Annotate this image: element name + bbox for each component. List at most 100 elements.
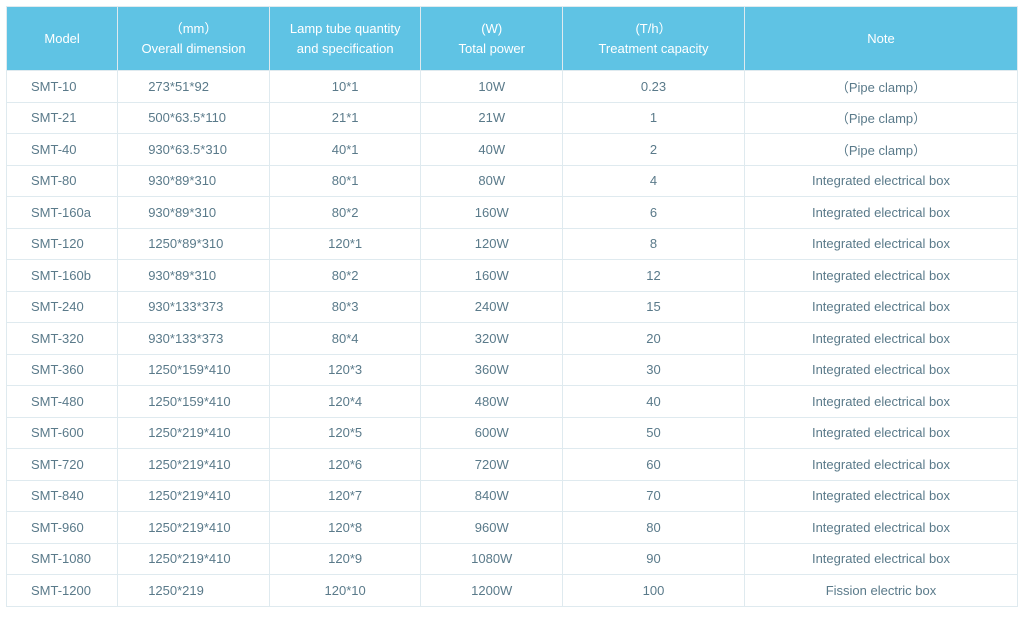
cell: 120*9 xyxy=(269,543,421,575)
cell: 21*1 xyxy=(269,102,421,134)
cell: SMT-120 xyxy=(7,228,118,260)
cell: 80*2 xyxy=(269,260,421,292)
cell: SMT-240 xyxy=(7,291,118,323)
cell: 20 xyxy=(563,323,745,355)
cell: Integrated electrical box xyxy=(744,260,1017,292)
table-row: SMT-240930*133*37380*3240W15Integrated e… xyxy=(7,291,1018,323)
cell: 1250*159*410 xyxy=(118,354,270,386)
cell: （Pipe clamp） xyxy=(744,102,1017,134)
cell: SMT-840 xyxy=(7,480,118,512)
cell: 100 xyxy=(563,575,745,607)
cell: 80*4 xyxy=(269,323,421,355)
table-row: SMT-3601250*159*410120*3360W30Integrated… xyxy=(7,354,1018,386)
cell: 160W xyxy=(421,197,563,229)
cell: SMT-360 xyxy=(7,354,118,386)
table-row: SMT-12001250*219120*101200W100Fission el… xyxy=(7,575,1018,607)
cell: 21W xyxy=(421,102,563,134)
col-header-line1: （mm） xyxy=(170,21,218,36)
cell: 600W xyxy=(421,417,563,449)
cell: 60 xyxy=(563,449,745,481)
cell: SMT-1200 xyxy=(7,575,118,607)
col-header-line2: and specification xyxy=(297,41,394,56)
table-row: SMT-320930*133*37380*4320W20Integrated e… xyxy=(7,323,1018,355)
cell: 930*133*373 xyxy=(118,323,270,355)
table-row: SMT-10801250*219*410120*91080W90Integrat… xyxy=(7,543,1018,575)
cell: 4 xyxy=(563,165,745,197)
cell: 1250*219*410 xyxy=(118,543,270,575)
col-header-line2: Total power xyxy=(459,41,525,56)
cell: 1250*219*410 xyxy=(118,417,270,449)
cell: 120*1 xyxy=(269,228,421,260)
cell: 320W xyxy=(421,323,563,355)
cell: 930*89*310 xyxy=(118,165,270,197)
cell: 40*1 xyxy=(269,134,421,166)
cell: 720W xyxy=(421,449,563,481)
cell: 1200W xyxy=(421,575,563,607)
cell: Integrated electrical box xyxy=(744,386,1017,418)
cell: Integrated electrical box xyxy=(744,543,1017,575)
cell: SMT-80 xyxy=(7,165,118,197)
cell: 120*3 xyxy=(269,354,421,386)
col-header-0: Model xyxy=(7,7,118,71)
table-row: SMT-9601250*219*410120*8960W80Integrated… xyxy=(7,512,1018,544)
cell: 930*89*310 xyxy=(118,197,270,229)
col-header-line2: Model xyxy=(44,31,79,46)
cell: 80*1 xyxy=(269,165,421,197)
cell: 1250*219*410 xyxy=(118,512,270,544)
cell: 30 xyxy=(563,354,745,386)
table-row: SMT-7201250*219*410120*6720W60Integrated… xyxy=(7,449,1018,481)
cell: 40W xyxy=(421,134,563,166)
cell: 12 xyxy=(563,260,745,292)
cell: SMT-21 xyxy=(7,102,118,134)
cell: 10*1 xyxy=(269,71,421,103)
cell: SMT-160a xyxy=(7,197,118,229)
table-row: SMT-40930*63.5*31040*140W2（Pipe clamp） xyxy=(7,134,1018,166)
col-header-line2: Overall dimension xyxy=(142,41,246,56)
cell: SMT-160b xyxy=(7,260,118,292)
cell: 120*10 xyxy=(269,575,421,607)
cell: 1250*219 xyxy=(118,575,270,607)
cell: 1080W xyxy=(421,543,563,575)
cell: 273*51*92 xyxy=(118,71,270,103)
cell: 930*63.5*310 xyxy=(118,134,270,166)
cell: 120W xyxy=(421,228,563,260)
cell: （Pipe clamp） xyxy=(744,134,1017,166)
cell: 80W xyxy=(421,165,563,197)
col-header-line2: Treatment capacity xyxy=(598,41,708,56)
cell: SMT-10 xyxy=(7,71,118,103)
spec-table: Model（mm）Overall dimensionLamp tube quan… xyxy=(6,6,1018,607)
table-row: SMT-21500*63.5*11021*121W1（Pipe clamp） xyxy=(7,102,1018,134)
cell: Integrated electrical box xyxy=(744,323,1017,355)
cell: SMT-960 xyxy=(7,512,118,544)
cell: 40 xyxy=(563,386,745,418)
cell: 1250*219*410 xyxy=(118,480,270,512)
cell: Integrated electrical box xyxy=(744,165,1017,197)
cell: 80 xyxy=(563,512,745,544)
table-row: SMT-4801250*159*410120*4480W40Integrated… xyxy=(7,386,1018,418)
cell: 50 xyxy=(563,417,745,449)
table-row: SMT-6001250*219*410120*5600W50Integrated… xyxy=(7,417,1018,449)
cell: 930*89*310 xyxy=(118,260,270,292)
cell: 80*3 xyxy=(269,291,421,323)
table-row: SMT-80930*89*31080*180W4Integrated elect… xyxy=(7,165,1018,197)
table-header-row: Model（mm）Overall dimensionLamp tube quan… xyxy=(7,7,1018,71)
cell: 500*63.5*110 xyxy=(118,102,270,134)
cell: 1 xyxy=(563,102,745,134)
cell: SMT-720 xyxy=(7,449,118,481)
cell: SMT-480 xyxy=(7,386,118,418)
cell: Integrated electrical box xyxy=(744,449,1017,481)
table-row: SMT-8401250*219*410120*7840W70Integrated… xyxy=(7,480,1018,512)
table-row: SMT-10273*51*9210*110W0.23（Pipe clamp） xyxy=(7,71,1018,103)
cell: 240W xyxy=(421,291,563,323)
col-header-line1: (T/h） xyxy=(635,21,671,36)
cell: 2 xyxy=(563,134,745,166)
cell: 160W xyxy=(421,260,563,292)
cell: 1250*219*410 xyxy=(118,449,270,481)
cell: 80*2 xyxy=(269,197,421,229)
table-row: SMT-160b930*89*31080*2160W12Integrated e… xyxy=(7,260,1018,292)
table-row: SMT-1201250*89*310120*1120W8Integrated e… xyxy=(7,228,1018,260)
cell: Integrated electrical box xyxy=(744,197,1017,229)
cell: 90 xyxy=(563,543,745,575)
cell: 15 xyxy=(563,291,745,323)
cell: SMT-1080 xyxy=(7,543,118,575)
